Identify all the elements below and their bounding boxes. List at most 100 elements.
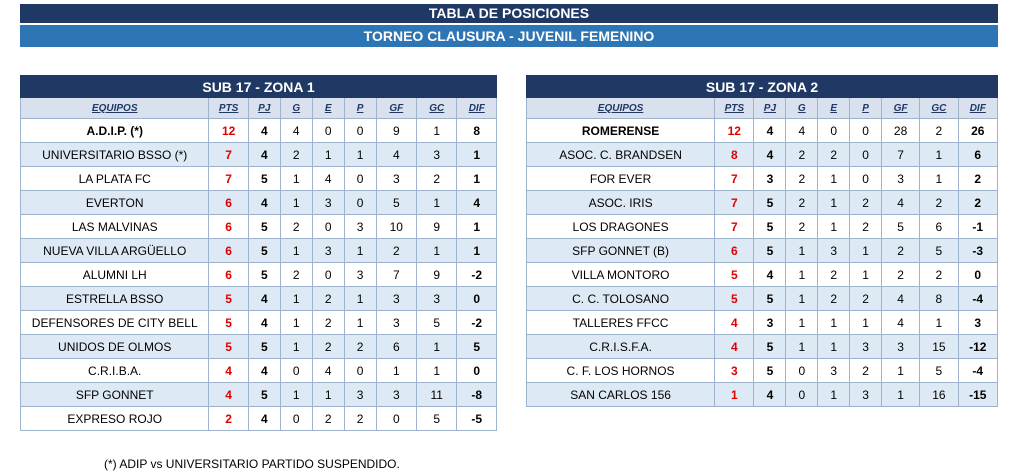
gc-cell: 9 — [416, 262, 458, 287]
table-row: NUEVA VILLA ARGÜELLO 6 5 1 3 1 2 1 1 — [19, 238, 497, 263]
dif-cell: -1 — [957, 214, 998, 239]
page-title: TABLA DE POSICIONES — [20, 4, 998, 23]
p-cell: 1 — [343, 238, 377, 263]
dif-cell: 8 — [456, 118, 497, 143]
e-cell: 1 — [817, 382, 851, 407]
g-cell: 1 — [785, 286, 819, 311]
dif-cell: 1 — [456, 142, 497, 167]
gc-cell: 1 — [919, 166, 959, 191]
pj-cell: 4 — [753, 382, 787, 407]
team-cell: SFP GONNET (B) — [525, 238, 716, 263]
col-header-p: P — [343, 97, 377, 119]
dif-cell: 5 — [456, 334, 497, 359]
dif-cell: 0 — [456, 286, 497, 311]
gc-cell: 2 — [919, 262, 959, 287]
gc-cell: 2 — [919, 118, 959, 143]
pj-cell: 4 — [247, 406, 281, 431]
standings-table-zona-1: SUB 17 - ZONA 1 EQUIPOS PTS PJ G E P GF … — [19, 75, 497, 431]
table-row: SFP GONNET 4 5 1 1 3 3 11 -8 — [19, 382, 497, 407]
col-header-pts: PTS — [208, 97, 249, 119]
g-cell: 0 — [279, 358, 313, 383]
dif-cell: 1 — [456, 238, 497, 263]
col-header-dif: DIF — [456, 97, 497, 119]
g-cell: 0 — [785, 358, 819, 383]
gc-cell: 9 — [416, 214, 458, 239]
col-header-pts: PTS — [714, 97, 755, 119]
pts-cell: 6 — [208, 214, 249, 239]
col-header-gf: GF — [880, 97, 921, 119]
g-cell: 2 — [279, 262, 313, 287]
pts-cell: 6 — [208, 262, 249, 287]
gf-cell: 2 — [880, 262, 921, 287]
pts-cell: 5 — [208, 310, 249, 335]
pts-cell: 7 — [208, 166, 249, 191]
team-cell: ALUMNI LH — [19, 262, 210, 287]
e-cell: 2 — [311, 310, 345, 335]
pts-cell: 7 — [714, 214, 755, 239]
gc-cell: 5 — [416, 310, 458, 335]
g-cell: 1 — [785, 334, 819, 359]
pj-cell: 5 — [753, 286, 787, 311]
team-cell: ESTRELLA BSSO — [19, 286, 210, 311]
dif-cell: 6 — [957, 142, 998, 167]
dif-cell: 26 — [957, 118, 998, 143]
p-cell: 3 — [343, 382, 377, 407]
team-cell: SAN CARLOS 156 — [525, 382, 716, 407]
dif-cell: 4 — [456, 190, 497, 215]
standings-table-zona-2: SUB 17 - ZONA 2 EQUIPOS PTS PJ G E P GF … — [525, 75, 998, 407]
team-cell: ASOC. C. BRANDSEN — [525, 142, 716, 167]
col-header-gc: GC — [416, 97, 458, 119]
team-cell: ASOC. IRIS — [525, 190, 716, 215]
pj-cell: 5 — [247, 334, 281, 359]
dif-cell: -2 — [456, 262, 497, 287]
e-cell: 1 — [817, 166, 851, 191]
gf-cell: 2 — [880, 238, 921, 263]
pts-cell: 7 — [714, 166, 755, 191]
pts-cell: 4 — [208, 358, 249, 383]
gf-cell: 3 — [375, 166, 418, 191]
team-cell: C. C. TOLOSANO — [525, 286, 716, 311]
pts-cell: 6 — [208, 190, 249, 215]
pts-cell: 4 — [208, 382, 249, 407]
gc-cell: 2 — [416, 166, 458, 191]
table-row: ESTRELLA BSSO 5 4 1 2 1 3 3 0 — [19, 286, 497, 311]
pj-cell: 4 — [753, 118, 787, 143]
gf-cell: 1 — [375, 358, 418, 383]
col-header-dif: DIF — [957, 97, 998, 119]
pj-cell: 5 — [247, 382, 281, 407]
team-cell: DEFENSORES DE CITY BELL — [19, 310, 210, 335]
pj-cell: 4 — [247, 286, 281, 311]
gc-cell: 15 — [919, 334, 959, 359]
pts-cell: 12 — [714, 118, 755, 143]
team-cell: LA PLATA FC — [19, 166, 210, 191]
p-cell: 0 — [849, 142, 882, 167]
pj-cell: 5 — [753, 214, 787, 239]
team-cell: UNIVERSITARIO BSSO (*) — [19, 142, 210, 167]
pts-cell: 7 — [208, 142, 249, 167]
table-row: A.D.I.P. (*) 12 4 4 0 0 9 1 8 — [19, 118, 497, 143]
pj-cell: 5 — [247, 214, 281, 239]
gc-cell: 5 — [416, 406, 458, 431]
gf-cell: 3 — [880, 334, 921, 359]
page-subtitle: TORNEO CLAUSURA - JUVENIL FEMENINO — [20, 25, 998, 47]
pj-cell: 4 — [247, 358, 281, 383]
pj-cell: 5 — [247, 262, 281, 287]
p-cell: 2 — [343, 406, 377, 431]
g-cell: 2 — [785, 142, 819, 167]
e-cell: 0 — [311, 214, 345, 239]
gc-cell: 3 — [416, 142, 458, 167]
p-cell: 3 — [343, 214, 377, 239]
pts-cell: 2 — [208, 406, 249, 431]
dif-cell: 1 — [456, 214, 497, 239]
pj-cell: 5 — [247, 166, 281, 191]
gc-cell: 2 — [919, 190, 959, 215]
col-header-gc: GC — [919, 97, 959, 119]
e-cell: 1 — [817, 334, 851, 359]
gf-cell: 2 — [375, 238, 418, 263]
team-cell: C.R.I.S.F.A. — [525, 334, 716, 359]
table-row: SAN CARLOS 156 1 4 0 1 3 1 16 -15 — [525, 382, 998, 407]
team-cell: EVERTON — [19, 190, 210, 215]
pts-cell: 3 — [714, 358, 755, 383]
team-cell: UNIDOS DE OLMOS — [19, 334, 210, 359]
gf-cell: 6 — [375, 334, 418, 359]
